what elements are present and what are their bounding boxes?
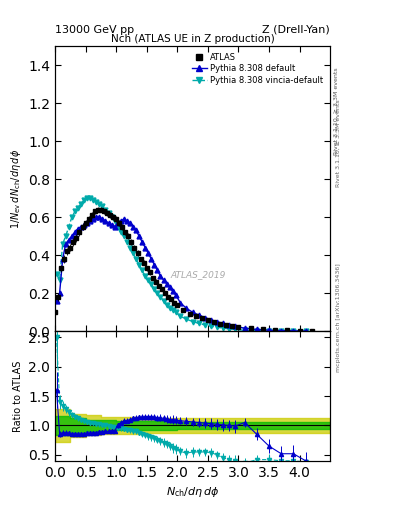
- Legend: ATLAS, Pythia 8.308 default, Pythia 8.308 vincia-default: ATLAS, Pythia 8.308 default, Pythia 8.30…: [189, 50, 326, 87]
- Title: Nch (ATLAS UE in Z production): Nch (ATLAS UE in Z production): [111, 34, 274, 44]
- Y-axis label: $1/N_\mathrm{ev}\,dN_\mathrm{ch}/d\eta\,d\phi$: $1/N_\mathrm{ev}\,dN_\mathrm{ch}/d\eta\,…: [9, 148, 23, 229]
- Text: mcplots.cern.ch [arXiv:1306.3436]: mcplots.cern.ch [arXiv:1306.3436]: [336, 263, 341, 372]
- Text: Rivet 3.1.10, ≥ 3.3M events: Rivet 3.1.10, ≥ 3.3M events: [334, 67, 339, 155]
- Text: Rivet 3.1.10, ≥ 3.3M events: Rivet 3.1.10, ≥ 3.3M events: [336, 99, 341, 187]
- Text: Z (Drell-Yan): Z (Drell-Yan): [263, 25, 330, 35]
- Text: 13000 GeV pp: 13000 GeV pp: [55, 25, 134, 35]
- Y-axis label: Ratio to ATLAS: Ratio to ATLAS: [13, 360, 23, 432]
- Text: ATLAS_2019: ATLAS_2019: [171, 270, 226, 279]
- X-axis label: $N_\mathrm{ch}/d\eta\,d\phi$: $N_\mathrm{ch}/d\eta\,d\phi$: [166, 485, 219, 499]
